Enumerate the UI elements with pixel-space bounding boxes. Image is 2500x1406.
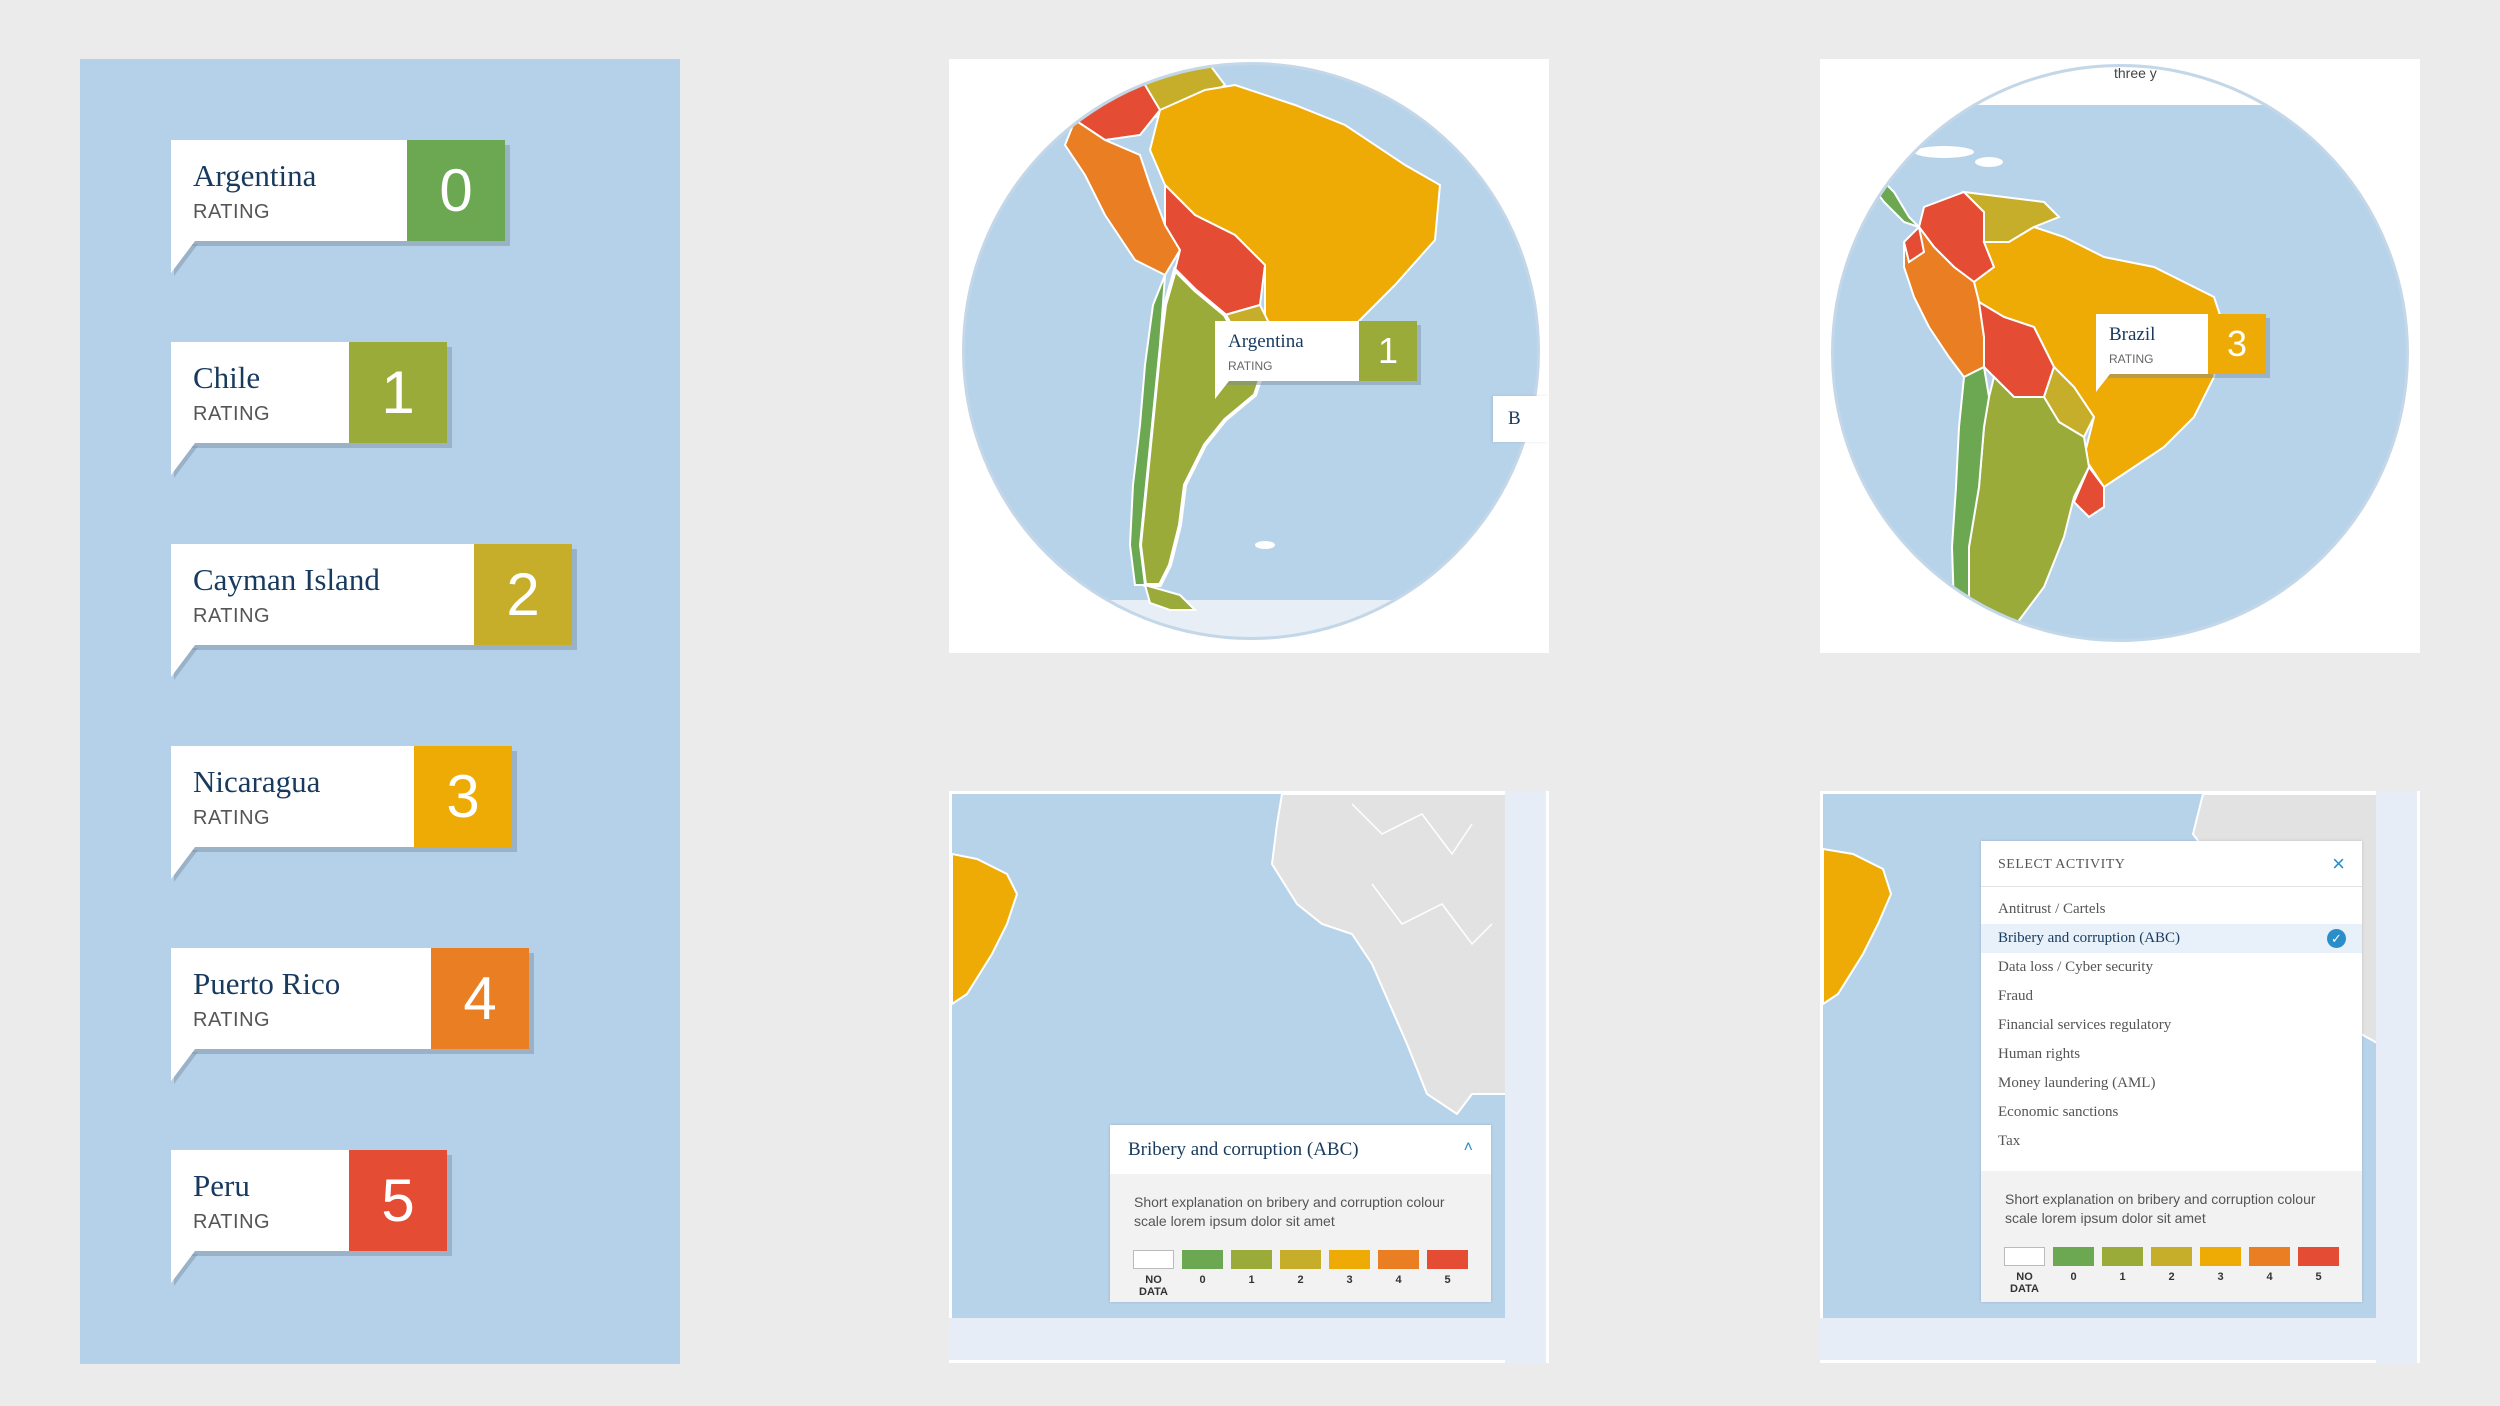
country-name: Argentina xyxy=(193,158,317,193)
activity-option-economic-sanctions[interactable]: Economic sanctions xyxy=(1998,1104,2119,1120)
legend-swatch-2 xyxy=(1280,1250,1321,1269)
activity-option-data-loss[interactable]: Data loss / Cyber security xyxy=(1998,959,2153,975)
legend-label-no-data: NO DATA xyxy=(1139,1274,1168,1298)
activity-option-tax[interactable]: Tax xyxy=(1998,1133,2021,1149)
legend-panel: Bribery and corruption (ABC) ˄ Short exp… xyxy=(1110,1125,1491,1302)
legend-swatch-no-data xyxy=(2004,1247,2045,1266)
tooltip-country-name: Argentina xyxy=(1228,331,1304,352)
rating-value: 1 xyxy=(349,342,447,443)
legend-swatch-3 xyxy=(2200,1247,2241,1266)
activity-option-antitrust[interactable]: Antitrust / Cartels xyxy=(1998,901,2106,917)
vertical-scrollbar[interactable] xyxy=(2376,791,2417,1363)
legend-label-0: 0 xyxy=(2070,1271,2077,1283)
country-name: Cayman Island xyxy=(193,562,380,597)
legend-body: Short explanation on bribery and corrupt… xyxy=(1110,1174,1491,1302)
legend-description: Short explanation on bribery and corrupt… xyxy=(2005,1191,2316,1226)
legend-title: Bribery and corruption (ABC) xyxy=(1128,1139,1359,1160)
legend-label-no-data: NO DATA xyxy=(2010,1271,2039,1295)
legend-swatch-5 xyxy=(2298,1247,2339,1266)
legend-label-3: 3 xyxy=(2217,1271,2224,1283)
activity-option-money-laundering[interactable]: Money laundering (AML) xyxy=(1998,1075,2156,1091)
legend-label-2: 2 xyxy=(1297,1274,1304,1286)
legend-label-2: 2 xyxy=(2168,1271,2175,1283)
activity-menu: SELECT ACTIVITY × Antitrust / Cartels Br… xyxy=(1981,841,2362,1302)
rating-label: RATING xyxy=(193,605,271,627)
legend-swatch-5 xyxy=(1427,1250,1468,1269)
rating-label: RATING xyxy=(193,201,271,223)
rating-value: 2 xyxy=(474,544,572,645)
legend-label-1: 1 xyxy=(1248,1274,1255,1286)
legend-label-5: 5 xyxy=(1444,1274,1451,1286)
legend-swatch-4 xyxy=(2249,1247,2290,1266)
legend-swatch-3 xyxy=(1329,1250,1370,1269)
rating-value: 4 xyxy=(431,948,529,1049)
legend-label-4: 4 xyxy=(2266,1271,2273,1283)
tooltip-rating-value: 3 xyxy=(2208,314,2266,374)
vertical-scrollbar[interactable] xyxy=(1505,791,1546,1363)
rating-value: 3 xyxy=(414,746,512,847)
partial-tooltip: B xyxy=(1493,396,1549,442)
legend-swatch-0 xyxy=(1182,1250,1223,1269)
menu-divider xyxy=(1981,886,2362,887)
partial-tooltip-label: B xyxy=(1508,408,1521,429)
country-name: Puerto Rico xyxy=(193,966,341,1001)
rating-list-panel: Argentina RATING 0 Chile RATING 1 Cayman… xyxy=(80,59,680,1364)
rating-label: RATING xyxy=(193,403,271,425)
legend-swatch-2 xyxy=(2151,1247,2192,1266)
atlantic-map xyxy=(952,794,1508,1116)
globe-map-argentina-panel: B Argentina RATING 1 xyxy=(949,59,1549,653)
country-name: Peru xyxy=(193,1168,250,1203)
tooltip-rating-label: RATING xyxy=(1228,359,1273,373)
legend-swatch-no-data xyxy=(1133,1250,1174,1269)
tooltip-country-name: Brazil xyxy=(2109,324,2156,345)
legend-label-3: 3 xyxy=(1346,1274,1353,1286)
activity-menu-header: SELECT ACTIVITY xyxy=(1998,857,2126,872)
tooltip-rating-value: 1 xyxy=(1359,321,1417,381)
rating-value: 0 xyxy=(407,140,505,241)
country-name: Nicaragua xyxy=(193,764,321,799)
legend-label-1: 1 xyxy=(2119,1271,2126,1283)
rating-value: 5 xyxy=(349,1150,447,1251)
rating-label: RATING xyxy=(193,807,271,829)
horizontal-scrollbar[interactable] xyxy=(1820,1318,2376,1360)
close-icon[interactable]: × xyxy=(2332,851,2345,876)
horizontal-scrollbar[interactable] xyxy=(949,1318,1505,1360)
flat-map-activity-panel: SELECT ACTIVITY × Antitrust / Cartels Br… xyxy=(1820,791,2420,1363)
globe-map-brazil-panel: three y Brazil RATING 3 xyxy=(1820,59,2420,653)
activity-option-human-rights[interactable]: Human rights xyxy=(1998,1046,2081,1062)
rating-label: RATING xyxy=(193,1009,271,1031)
legend-label-0: 0 xyxy=(1199,1274,1206,1286)
legend-label-5: 5 xyxy=(2315,1271,2322,1283)
legend-swatch-0 xyxy=(2053,1247,2094,1266)
activity-option-financial-services[interactable]: Financial services regulatory xyxy=(1998,1017,2172,1033)
checkmark-icon: ✓ xyxy=(2327,929,2346,948)
chevron-up-icon[interactable]: ˄ xyxy=(1463,1139,1473,1156)
tooltip-rating-label: RATING xyxy=(2109,352,2154,366)
country-name: Chile xyxy=(193,360,261,395)
legend-label-4: 4 xyxy=(1395,1274,1402,1286)
activity-option-bribery-selected[interactable]: Bribery and corruption (ABC) ✓ xyxy=(1981,924,2362,953)
activity-option-fraud[interactable]: Fraud xyxy=(1998,988,2033,1004)
legend-description: Short explanation on bribery and corrupt… xyxy=(1134,1194,1445,1229)
legend-swatch-1 xyxy=(1231,1250,1272,1269)
legend-body: Short explanation on bribery and corrupt… xyxy=(1981,1171,2362,1302)
globe-top-text: three y xyxy=(2114,65,2157,81)
legend-swatch-1 xyxy=(2102,1247,2143,1266)
legend-swatch-4 xyxy=(1378,1250,1419,1269)
activity-option-label: Bribery and corruption (ABC) xyxy=(1998,930,2181,946)
flat-map-legend-panel: Bribery and corruption (ABC) ˄ Short exp… xyxy=(949,791,1549,1363)
rating-label: RATING xyxy=(193,1211,271,1233)
